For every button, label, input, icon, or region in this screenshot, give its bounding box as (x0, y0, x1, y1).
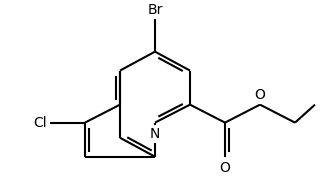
Text: Cl: Cl (33, 116, 47, 130)
Text: Br: Br (147, 3, 163, 17)
Text: O: O (219, 161, 230, 175)
Text: N: N (150, 127, 160, 141)
Text: O: O (254, 88, 265, 102)
